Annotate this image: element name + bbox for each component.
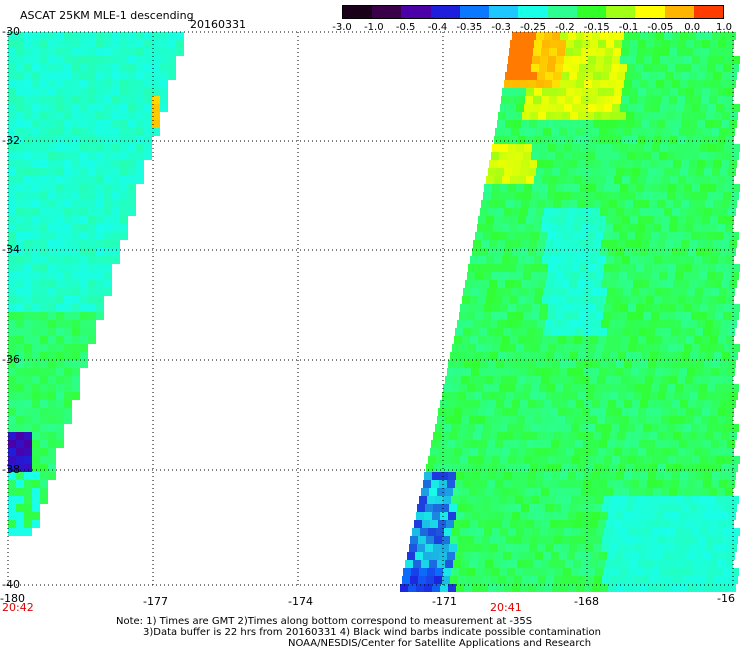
colorbar-label: -0.35 [456,22,483,33]
colorbar-segment [489,6,519,18]
lon-label-16: -16 [717,592,735,605]
colorbar-label: -0.5 [395,22,416,33]
lon-label-174: -174 [288,595,313,608]
colorbar-label: -3.0 [332,22,352,33]
colorbar-segment [693,6,724,18]
colorbar-segment [635,6,665,18]
colorbar-segment [518,6,548,18]
colorbar-segment [459,6,490,18]
lat-label-40: -40 [2,578,20,591]
colorbar-label: -0.25 [520,22,546,33]
lat-label-32: -32 [2,134,20,147]
note-line-2: 3)Data buffer is 22 hrs from 20160331 4)… [143,627,601,638]
lon-label-171: -171 [432,595,457,608]
colorbar [342,5,724,19]
map-title: ASCAT 25KM MLE-1 descending [20,9,194,22]
time-left: 20:42 [2,601,34,614]
colorbar-segment [606,6,636,18]
colorbar-label: -0.2 [555,22,575,33]
colorbar-label: -0.4 [427,22,448,33]
colorbar-segment [343,6,373,18]
lat-label-38: -38 [2,463,20,476]
colorbar-label: -0.05 [647,22,674,33]
lat-label-34: -34 [2,243,20,256]
colorbar-label: 1.0 [716,22,732,33]
map-date: 20160331 [190,18,246,31]
colorbar-segment [576,6,607,18]
lon-label-168: -168 [574,595,599,608]
colorbar-segment [430,6,460,18]
colorbar-label: -1.0 [364,22,384,33]
colorbar-label: -0.3 [491,22,511,33]
colorbar-segment [401,6,431,18]
colorbar-label: -0.15 [583,22,610,33]
colorbar-label: 0.0 [684,22,701,33]
colorbar-segment [547,6,577,18]
note-line-1: Note: 1) Times are GMT 2)Times along bot… [116,616,533,627]
lat-label-30: -30 [2,25,20,38]
note-line-3: NOAA/NESDIS/Center for Satellite Applica… [288,638,592,649]
lat-label-36: -36 [2,353,20,366]
colorbar-segment [664,6,694,18]
time-right: 20:41 [490,601,522,614]
colorbar-segment [372,6,402,18]
colorbar-label: -0.1 [618,22,639,33]
lon-label-180: -180 [0,592,25,605]
lon-label-177: -177 [143,595,168,608]
